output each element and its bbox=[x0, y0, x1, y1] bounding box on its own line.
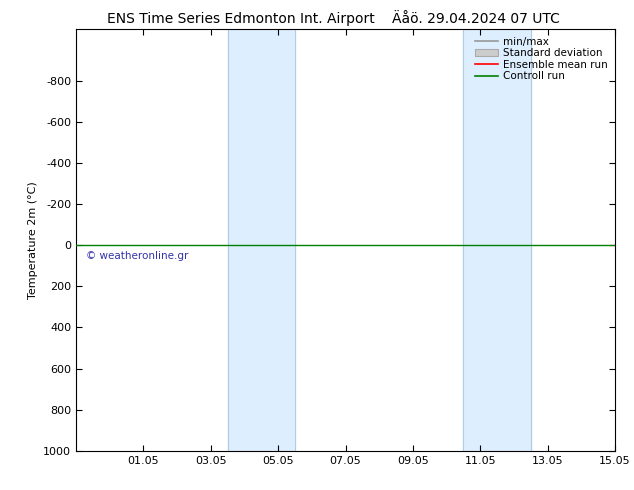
Bar bbox=[228, 29, 295, 451]
Y-axis label: Temperature 2m (°C): Temperature 2m (°C) bbox=[28, 181, 37, 299]
Legend: min/max, Standard deviation, Ensemble mean run, Controll run: min/max, Standard deviation, Ensemble me… bbox=[473, 35, 610, 83]
Text: Äåö. 29.04.2024 07 UTC: Äåö. 29.04.2024 07 UTC bbox=[392, 12, 559, 26]
Text: © weatheronline.gr: © weatheronline.gr bbox=[86, 251, 188, 261]
Text: ENS Time Series Edmonton Int. Airport: ENS Time Series Edmonton Int. Airport bbox=[107, 12, 375, 26]
Bar bbox=[463, 29, 531, 451]
